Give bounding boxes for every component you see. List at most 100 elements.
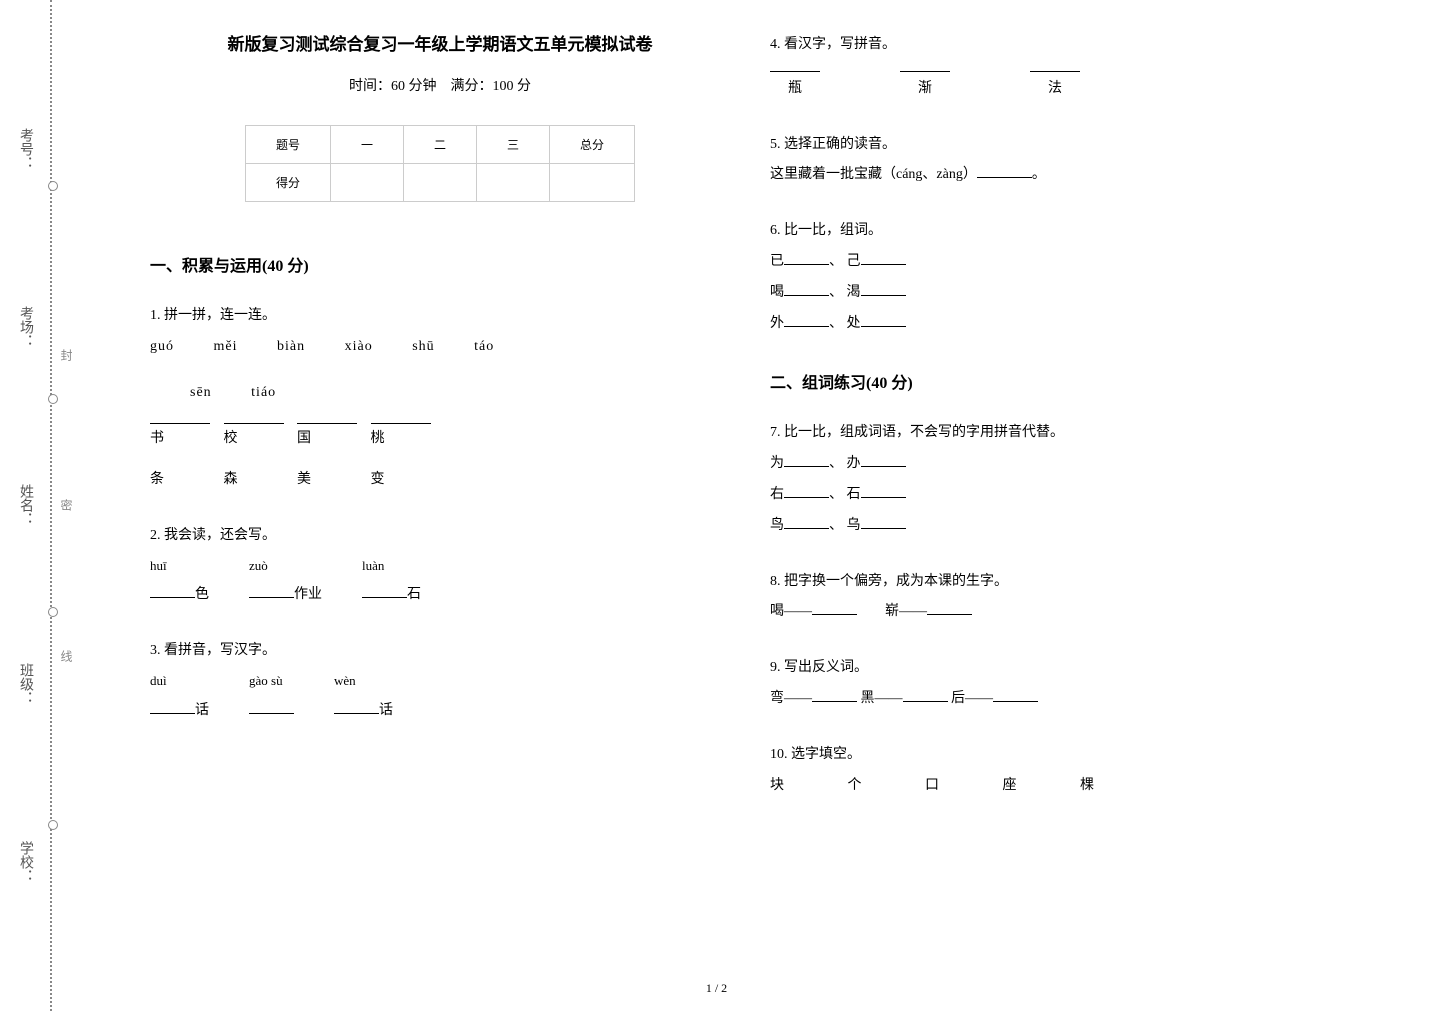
q9-item: 后—— [951, 691, 993, 706]
header-cell: 题号 [245, 126, 330, 164]
fill-blank [861, 311, 906, 326]
blank-group: 话 [150, 696, 209, 727]
header-cell: 总分 [550, 126, 635, 164]
blank-group [249, 696, 294, 727]
char: 外 [770, 316, 784, 331]
char: 渴 [847, 285, 861, 300]
question-6: 6. 比一比，组词。 已、 己 喝、 渴 外、 处 [770, 216, 1350, 339]
char-item: 森 [224, 465, 294, 496]
fill-blank [784, 483, 829, 498]
q2-item: luàn 石 [362, 552, 421, 611]
option: 个 [848, 778, 862, 793]
header-cell: 三 [477, 126, 550, 164]
char: 石 [847, 487, 861, 502]
q1-char-row1: 书 校 国 桃 [150, 423, 730, 455]
q5-text: 这里藏着一批宝藏（cáng、zàng）。 [770, 160, 1350, 191]
fill-blank [861, 483, 906, 498]
option: 口 [925, 778, 939, 793]
table-row: 得分 [245, 164, 634, 202]
q9-items: 弯—— 黑—— 后—— [770, 684, 1350, 715]
seal-char-2: 密 [55, 499, 75, 511]
score-cell [330, 164, 403, 202]
score-cell [477, 164, 550, 202]
q4-item: 渐 [900, 71, 950, 105]
fill-blank [784, 250, 829, 265]
suffix: 话 [195, 703, 209, 718]
binding-strip: 考号： 考场： 姓名： 班级： 学校： 封 密 线 [0, 0, 120, 1011]
pinyin-item: xiào [345, 339, 373, 354]
exam-title: 新版复习测试综合复习一年级上学期语文五单元模拟试卷 [150, 30, 730, 55]
q5-suf: 。 [1032, 167, 1046, 182]
q6-pair: 喝、 渴 [770, 278, 1350, 309]
option: 块 [770, 778, 784, 793]
main-content: 新版复习测试综合复习一年级上学期语文五单元模拟试卷 时间：60 分钟 满分：10… [130, 30, 1410, 826]
fill-blank [150, 698, 195, 713]
circle-mark [48, 394, 58, 404]
q1-pinyin-row: guó měi biàn xiào shū táo [150, 332, 730, 363]
blank-group: 作业 [249, 580, 322, 611]
name-label: 姓名： [15, 484, 35, 526]
exam-subtitle: 时间：60 分钟 满分：100 分 [150, 75, 730, 95]
char: 处 [847, 316, 861, 331]
q2-items: huī 色 zuò 作业 luàn 石 [150, 552, 730, 611]
seal-text: 封 密 线 [55, 0, 75, 1011]
seal-char-1: 封 [55, 349, 75, 361]
fill-blank [150, 583, 195, 598]
fill-blank [927, 600, 972, 615]
binding-dotted-line [50, 0, 52, 1011]
fill-blank [249, 698, 294, 713]
q3-items: duì 话 gào sù wèn 话 [150, 667, 730, 726]
blank-group: 石 [362, 580, 421, 611]
fill-blank [784, 452, 829, 467]
q10-options: 块 个 口 座 棵 [770, 771, 1350, 802]
seal-circles [48, 0, 58, 1011]
char: 己 [847, 254, 861, 269]
q4-item: 法 [1030, 71, 1080, 105]
char-item: 变 [371, 465, 441, 496]
question-2: 2. 我会读，还会写。 huī 色 zuò 作业 luàn 石 [150, 521, 730, 611]
q2-label: 2. 我会读，还会写。 [150, 521, 730, 552]
q4-label: 4. 看汉字，写拼音。 [770, 30, 1350, 61]
blank-group: 色 [150, 580, 209, 611]
q5-label: 5. 选择正确的读音。 [770, 130, 1350, 161]
score-cell [403, 164, 476, 202]
q4-item: 瓶 [770, 71, 820, 105]
option: 棵 [1080, 778, 1094, 793]
score-table: 题号 一 二 三 总分 得分 [245, 125, 635, 202]
fill-blank [812, 600, 857, 615]
char: 为 [770, 456, 784, 471]
pinyin-item: shū [412, 339, 434, 354]
time-label: 时间：60 分钟 [349, 79, 437, 94]
fill-blank [993, 687, 1038, 702]
q7-pair: 为、 办 [770, 449, 1350, 480]
exam-number-label: 考号： [15, 128, 35, 170]
score-cell [550, 164, 635, 202]
q4-items: 瓶 渐 法 [770, 71, 1350, 105]
char-item: 国 [297, 423, 357, 455]
suffix: 石 [407, 587, 421, 602]
char: 办 [847, 456, 861, 471]
char-item: 美 [297, 465, 367, 496]
q9-item: 弯—— [770, 691, 812, 706]
pinyin: gào sù [249, 667, 283, 696]
q3-item: wèn 话 [334, 667, 393, 726]
exam-room-label: 考场： [15, 306, 35, 348]
char-item: 条 [150, 465, 220, 496]
pinyin-item: biàn [277, 339, 305, 354]
q9-label: 9. 写出反义词。 [770, 653, 1350, 684]
q8-items: 喝—— 崭—— [770, 597, 1350, 628]
q10-label: 10. 选字填空。 [770, 740, 1350, 771]
option: 座 [1003, 778, 1017, 793]
fill-blank [784, 311, 829, 326]
pinyin: luàn [362, 552, 384, 581]
char-item: 书 [150, 423, 210, 455]
char: 喝 [770, 285, 784, 300]
pinyin: huī [150, 552, 167, 581]
q3-label: 3. 看拼音，写汉字。 [150, 636, 730, 667]
fill-blank [784, 513, 829, 528]
pinyin-item: guó [150, 339, 174, 354]
q6-pair: 外、 处 [770, 309, 1350, 340]
q7-pair: 鸟、 乌 [770, 511, 1350, 542]
char: 瓶 [788, 74, 802, 105]
q6-label: 6. 比一比，组词。 [770, 216, 1350, 247]
